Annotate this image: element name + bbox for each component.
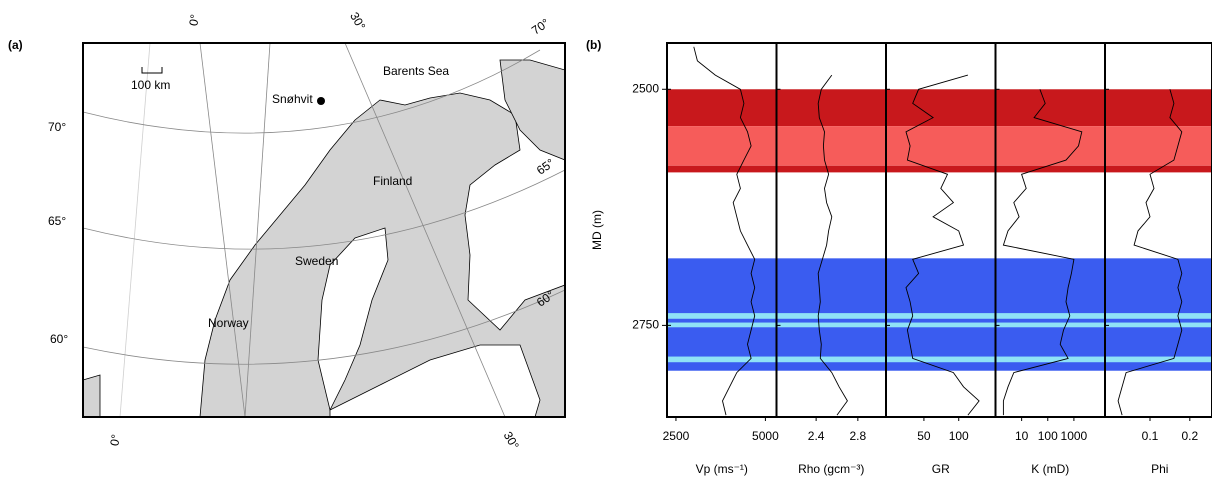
track-frame — [1104, 42, 1212, 418]
x-tick-label: 2.4 — [808, 429, 825, 443]
zone — [667, 89, 1212, 127]
log-curve — [693, 46, 756, 416]
place-label: Barents Sea — [383, 64, 449, 78]
zone — [667, 165, 1212, 173]
x-tick-label: 0.2 — [1181, 429, 1198, 443]
zone — [667, 322, 1212, 328]
y-axis-label: MD (m) — [590, 210, 604, 250]
x-tick-label: 2500 — [663, 429, 690, 443]
x-axis-label: Phi — [1151, 462, 1168, 476]
well-logs: 2500 2750 2500 5000 Vp (ms⁻¹) 2.4 2.8 Rho (gcm⁻… — [632, 42, 1212, 476]
x-tick-label: 1000 — [1061, 429, 1088, 443]
place-label: Finland — [373, 174, 412, 188]
scale-bar — [141, 67, 163, 74]
graticule — [82, 42, 566, 418]
y-tick-label: 2500 — [632, 81, 659, 95]
land — [82, 374, 101, 418]
graticule-label: 30° — [347, 10, 368, 33]
x-tick-label: 100 — [1038, 429, 1058, 443]
y-tick-label: 2750 — [632, 318, 659, 332]
graticule-label: 30° — [501, 429, 522, 452]
place-label: Sweden — [295, 254, 338, 268]
land — [499, 59, 566, 161]
x-tick-label: 2.8 — [849, 429, 866, 443]
x-tick-label: 0.1 — [1142, 429, 1159, 443]
sea — [317, 227, 389, 412]
panel-label: (a) — [8, 38, 23, 52]
graticule-label: 65° — [48, 214, 66, 228]
graticule-label: 0° — [186, 13, 202, 27]
x-axis-label: K (mD) — [1031, 462, 1069, 476]
place-label: Norway — [208, 316, 249, 330]
graticule-label: 60° — [50, 332, 68, 346]
map: (a) 100 km Snøhvit Barents Sea Finland S… — [8, 10, 566, 452]
x-tick-label: 10 — [1015, 429, 1029, 443]
panel-label: (b) — [586, 38, 601, 52]
map-frame — [82, 42, 566, 418]
well-marker — [317, 97, 325, 105]
log-curve — [1002, 89, 1083, 416]
log-curve — [905, 74, 980, 416]
place-label: Snøhvit — [272, 92, 313, 106]
scale-label: 100 km — [131, 78, 170, 92]
graticule-label: 0° — [107, 433, 123, 447]
x-axis-label: Rho (gcm⁻³) — [798, 462, 864, 476]
zone — [667, 126, 1212, 166]
graticule-label: 70° — [529, 16, 552, 38]
graticule-label: 70° — [48, 120, 66, 134]
x-axis-label: GR — [932, 462, 950, 476]
log-curve — [1117, 89, 1183, 416]
x-tick-label: 50 — [917, 429, 931, 443]
zone — [667, 356, 1212, 363]
x-tick-label: 100 — [949, 429, 969, 443]
x-axis-label: Vp (ms⁻¹) — [696, 462, 748, 476]
log-curve — [817, 74, 848, 416]
x-tick-label: 5000 — [752, 429, 779, 443]
zone — [667, 313, 1212, 319]
